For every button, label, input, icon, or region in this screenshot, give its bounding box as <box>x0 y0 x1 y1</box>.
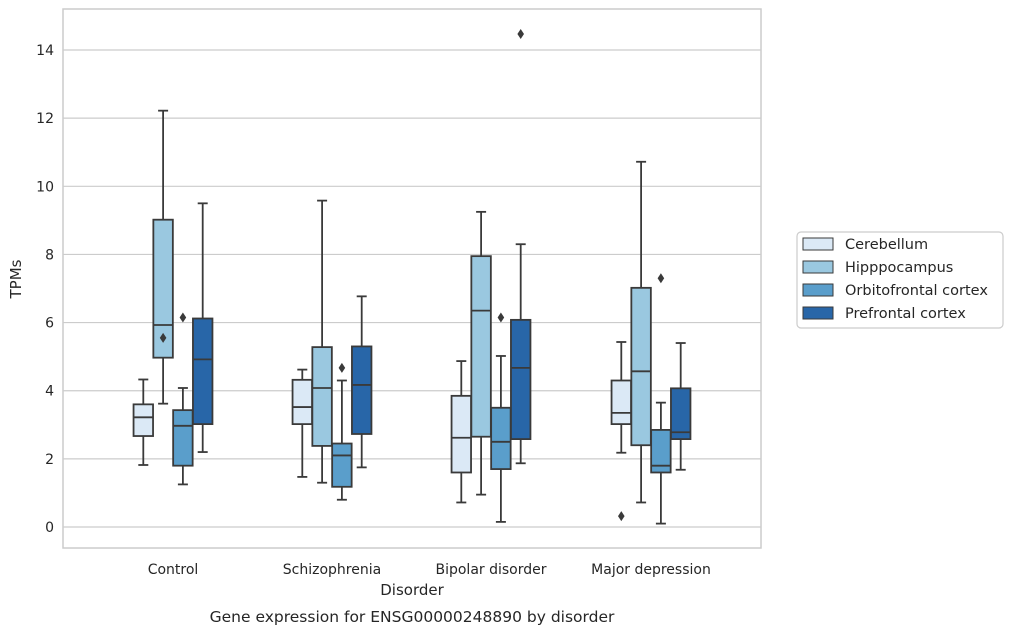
box-3-1 <box>351 295 373 469</box>
y-tick-labels: 0 2 4 6 8 10 12 14 <box>36 43 54 536</box>
y-tick-label: 12 <box>36 111 54 127</box>
box-body <box>490 406 512 470</box>
outlier-point <box>517 29 524 40</box>
box-1-3 <box>630 160 652 504</box>
box-body <box>470 255 492 438</box>
legend-swatch <box>802 260 834 274</box>
box-body <box>510 318 532 440</box>
plot-frame <box>62 8 762 549</box>
legend-swatch <box>802 237 834 251</box>
box-1-2 <box>470 210 492 496</box>
legend-label: Orbitofrontal cortex <box>845 283 988 299</box>
legend-item: Prefrontal cortex <box>802 306 966 322</box>
box-0-0 <box>132 378 154 466</box>
y-tick-label: 4 <box>45 384 54 400</box>
box-2-0 <box>172 312 194 486</box>
box-3-0 <box>192 202 214 453</box>
x-axis-label: Disorder <box>380 581 444 599</box>
chart-title: Gene expression for ENSG00000248890 by d… <box>210 608 615 626</box>
box-0-3 <box>610 341 632 522</box>
legend: Cerebellum Hipppocampus Orbitofrontal cort… <box>796 231 1004 329</box>
box-body <box>331 442 353 488</box>
y-tick-label: 14 <box>36 43 54 59</box>
legend-frame <box>796 231 1004 329</box>
y-axis-label: TPMs <box>7 259 25 299</box>
outlier-point <box>179 312 187 323</box>
legend-label: Hipppocampus <box>845 260 953 276</box>
outlier-point <box>657 273 665 284</box>
box-2-1 <box>331 362 353 501</box>
box-body <box>670 387 692 440</box>
legend-item: Orbitofrontal cortex <box>802 283 988 299</box>
outlier-point <box>159 332 167 343</box>
boxes <box>132 29 692 525</box>
box-body <box>132 403 154 437</box>
box-body <box>291 378 313 426</box>
outlier-point <box>497 312 505 323</box>
outlier-point <box>338 362 346 373</box>
y-tick-label: 6 <box>45 316 54 332</box>
box-body <box>172 409 194 467</box>
box-body <box>630 286 652 447</box>
legend-label: Prefrontal cortex <box>845 306 966 322</box>
box-body <box>650 429 672 474</box>
y-tick-label: 8 <box>45 247 54 263</box>
box-2-3 <box>650 273 672 525</box>
outlier-point <box>618 511 625 522</box>
x-tick-label: Schizophrenia <box>283 562 381 578</box>
box-body <box>351 345 373 435</box>
y-tick-label: 2 <box>45 452 54 468</box>
box-1-1 <box>311 199 333 484</box>
box-0-1 <box>291 368 313 478</box>
legend-item: Cerebellum <box>802 237 928 253</box>
box-3-2 <box>510 29 532 465</box>
box-body <box>152 218 174 359</box>
y-tick-label: 10 <box>36 179 54 195</box>
legend-item: Hipppocampus <box>802 260 953 276</box>
x-tick-labels: Control Schizophrenia Bipolar disorder Majo… <box>148 562 711 578</box>
y-tick-label: 0 <box>45 520 54 536</box>
x-tick-label: Bipolar disorder <box>435 562 546 578</box>
box-body <box>311 346 333 447</box>
x-tick-label: Control <box>148 562 199 578</box>
box-1-0 <box>152 109 174 405</box>
box-body <box>610 379 632 426</box>
legend-swatch <box>802 306 834 320</box>
box-3-3 <box>670 342 692 471</box>
x-tick-label: Major depression <box>591 562 711 578</box>
box-body <box>450 394 472 474</box>
legend-swatch <box>802 283 834 297</box>
box-body <box>192 317 214 426</box>
legend-label: Cerebellum <box>845 237 928 253</box>
